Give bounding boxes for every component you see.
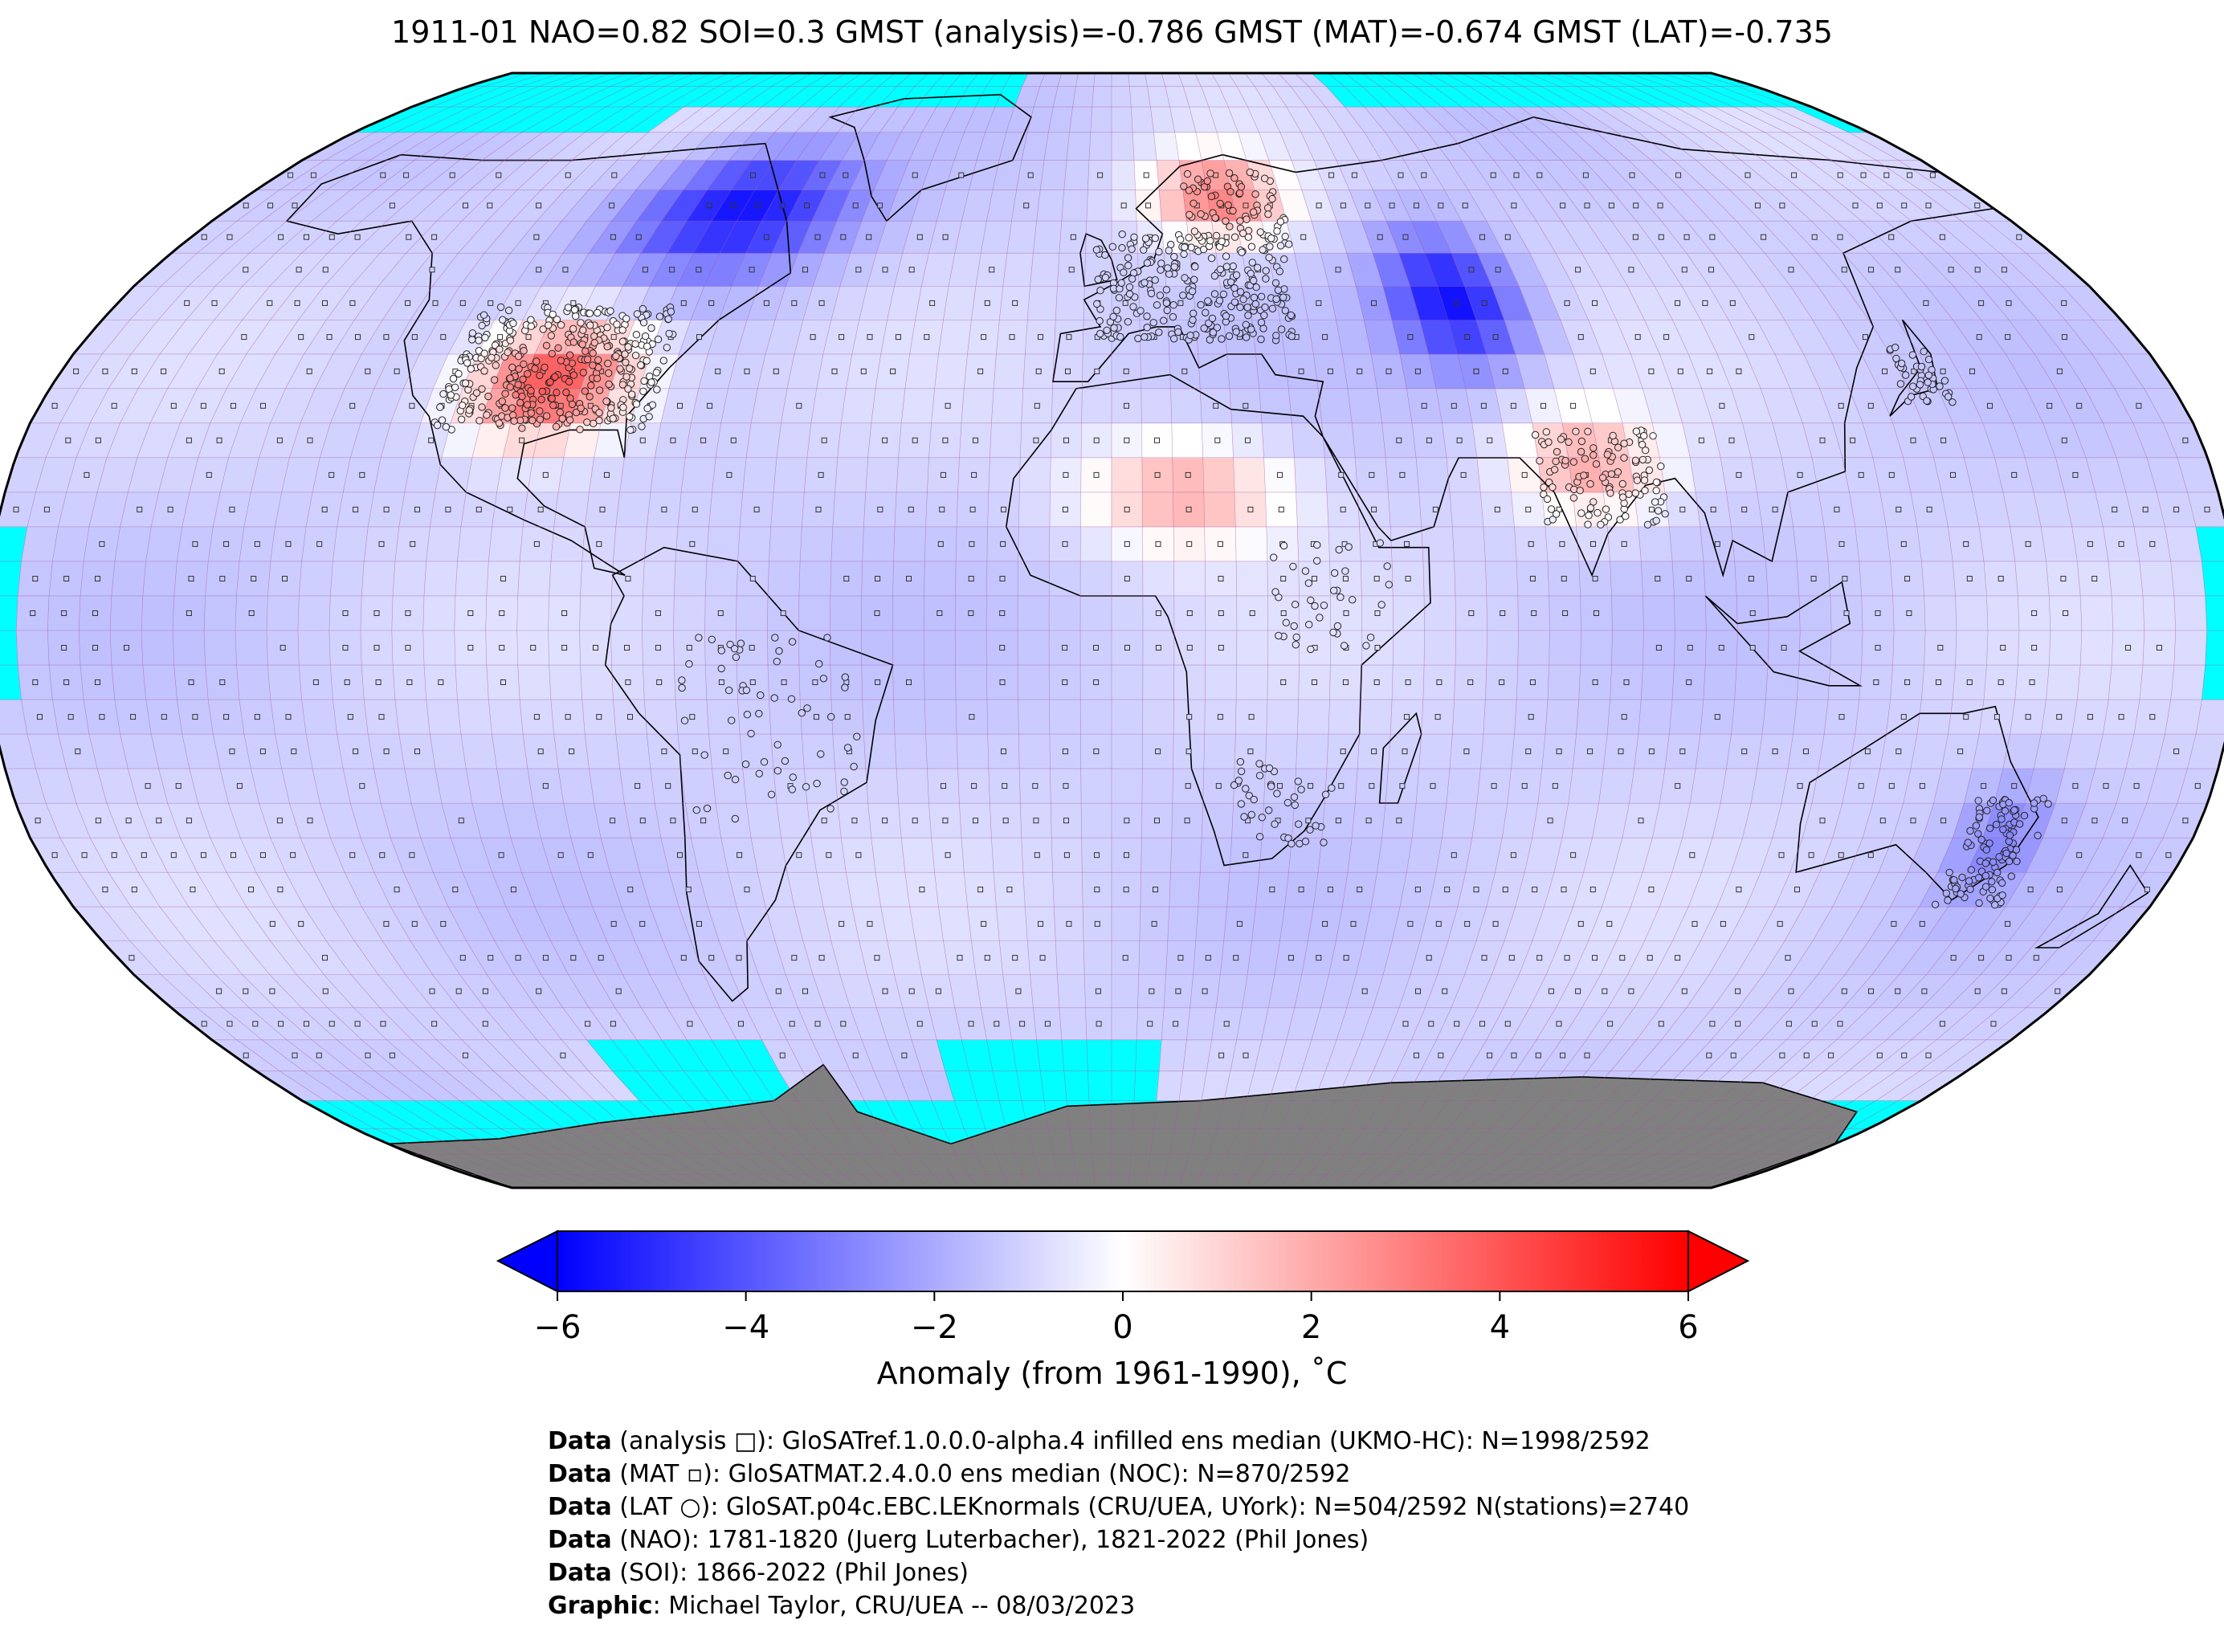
credit-text: (MAT ▫): GloSATMAT.2.4.0.0 ens median (N…	[611, 1460, 1351, 1488]
colorbar	[496, 1230, 1750, 1301]
colorbar-tick-label: 4	[1489, 1309, 1511, 1346]
colorbar-extend-high	[1687, 1230, 1750, 1293]
colorbar-tick-label: 6	[1678, 1309, 1699, 1346]
colorbar-ticks	[557, 1291, 1689, 1301]
credit-key: Data	[548, 1493, 612, 1521]
credit-key: Data	[548, 1526, 612, 1554]
colorbar-tick-label: −6	[533, 1309, 582, 1346]
credit-key: Graphic	[548, 1592, 653, 1620]
credit-line: Graphic: Michael Taylor, CRU/UEA -- 08/0…	[548, 1589, 1689, 1622]
colorbar-label: Anomaly (from 1961-1990), ˚C	[876, 1356, 1348, 1391]
credit-line: Data (LAT ○): GloSAT.p04c.EBC.LEKnormals…	[548, 1491, 1689, 1524]
anomaly-map	[0, 71, 2224, 1189]
credit-key: Data	[548, 1427, 612, 1455]
credit-line: Data (analysis □): GloSATref.1.0.0.0-alp…	[548, 1425, 1689, 1458]
credit-line: Data (SOI): 1866-2022 (Phil Jones)	[548, 1556, 1689, 1589]
credit-text: : Michael Taylor, CRU/UEA -- 08/03/2023	[652, 1592, 1136, 1620]
credit-key: Data	[548, 1460, 612, 1488]
credit-line: Data (MAT ▫): GloSATMAT.2.4.0.0 ens medi…	[548, 1458, 1689, 1491]
credit-text: (NAO): 1781-1820 (Juerg Luterbacher), 18…	[611, 1526, 1369, 1554]
colorbar-tick-label: −2	[910, 1309, 958, 1346]
credit-text: (SOI): 1866-2022 (Phil Jones)	[611, 1559, 969, 1587]
data-credits: Data (analysis □): GloSATref.1.0.0.0-alp…	[548, 1425, 1689, 1622]
colorbar-tick-label: 0	[1112, 1309, 1133, 1346]
credit-line: Data (NAO): 1781-1820 (Juerg Luterbacher…	[548, 1524, 1689, 1556]
colorbar-tick-label: −4	[722, 1309, 770, 1346]
map-title: 1911-01 NAO=0.82 SOI=0.3 GMST (analysis)…	[391, 14, 1833, 50]
credit-text: (LAT ○): GloSAT.p04c.EBC.LEKnormals (CRU…	[611, 1493, 1690, 1521]
colorbar-extend-low	[496, 1230, 558, 1293]
credit-key: Data	[548, 1559, 612, 1587]
credit-text: (analysis □): GloSATref.1.0.0.0-alpha.4 …	[611, 1427, 1651, 1455]
colorbar-body	[557, 1230, 1689, 1292]
colorbar-tick-label: 2	[1300, 1309, 1322, 1346]
